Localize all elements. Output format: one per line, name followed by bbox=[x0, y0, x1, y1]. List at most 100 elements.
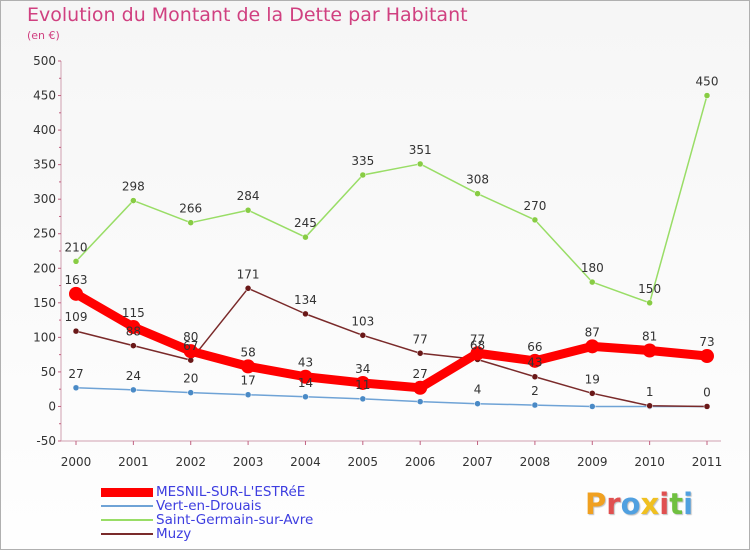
y-tick-label: -50 bbox=[36, 434, 56, 448]
data-label: 134 bbox=[294, 293, 317, 307]
data-point bbox=[531, 401, 539, 409]
logo-letter: x bbox=[640, 487, 660, 521]
data-point bbox=[126, 320, 141, 334]
logo-letter: i bbox=[659, 487, 670, 521]
data-label: 163 bbox=[65, 273, 88, 287]
series-line bbox=[75, 387, 707, 408]
data-label: 284 bbox=[237, 189, 260, 203]
series-line bbox=[75, 287, 708, 408]
data-point bbox=[359, 332, 367, 339]
data-point bbox=[69, 286, 83, 301]
x-tick-label: 2009 bbox=[577, 455, 608, 469]
data-point bbox=[187, 389, 194, 396]
data-label: 77 bbox=[470, 332, 485, 346]
y-tick-label: 300 bbox=[33, 192, 56, 206]
x-tick-label: 2000 bbox=[61, 455, 92, 469]
legend-swatch bbox=[101, 505, 153, 507]
chart-subtitle: (en €) bbox=[27, 29, 60, 42]
x-tick-label: 2001 bbox=[118, 455, 149, 469]
data-label: 245 bbox=[294, 216, 317, 230]
data-label: 103 bbox=[351, 314, 374, 328]
series-line bbox=[75, 95, 708, 304]
data-label: 27 bbox=[68, 367, 83, 381]
data-label: 266 bbox=[179, 202, 202, 216]
data-point bbox=[302, 233, 309, 241]
y-tick-label: 450 bbox=[33, 89, 56, 103]
data-point bbox=[244, 206, 252, 214]
x-tick-label: 2004 bbox=[290, 455, 321, 469]
series-2 bbox=[72, 92, 711, 307]
data-point bbox=[531, 373, 539, 380]
data-label: 34 bbox=[355, 362, 370, 376]
data-point bbox=[241, 359, 256, 374]
data-point bbox=[130, 197, 137, 204]
data-label: 210 bbox=[65, 240, 88, 254]
legend-label: MESNIL-SUR-L'ESTRéE bbox=[156, 484, 306, 500]
data-point bbox=[72, 258, 80, 265]
data-label: 68 bbox=[470, 338, 485, 352]
data-label: 2 bbox=[531, 384, 539, 398]
legend-swatch bbox=[101, 533, 153, 535]
data-label: 81 bbox=[642, 329, 657, 343]
data-point bbox=[130, 386, 137, 394]
data-label: 73 bbox=[699, 335, 714, 349]
data-label: 87 bbox=[585, 325, 600, 339]
x-tick-label: 2006 bbox=[405, 455, 436, 469]
data-point bbox=[531, 216, 539, 224]
data-point bbox=[72, 384, 80, 392]
data-label: 17 bbox=[240, 374, 255, 388]
data-point bbox=[585, 339, 600, 354]
data-label: 180 bbox=[581, 261, 604, 275]
logo-letter: P bbox=[585, 487, 607, 521]
y-tick-label: 50 bbox=[41, 365, 56, 379]
legend-label: Muzy bbox=[156, 526, 192, 542]
y-tick-label: 350 bbox=[33, 158, 56, 172]
y-tick-label: 500 bbox=[33, 54, 56, 68]
data-label: 80 bbox=[183, 330, 198, 344]
series-3 bbox=[72, 285, 711, 410]
x-tick-label: 2003 bbox=[233, 455, 264, 469]
series-0 bbox=[69, 286, 714, 395]
data-label: 335 bbox=[351, 154, 374, 168]
data-point bbox=[187, 219, 194, 226]
legend-label: Vert-en-Drouais bbox=[156, 498, 262, 514]
data-label: 24 bbox=[126, 369, 141, 383]
data-point bbox=[474, 190, 481, 197]
data-point bbox=[359, 171, 367, 179]
data-label: 109 bbox=[65, 310, 88, 324]
x-tick-label: 2005 bbox=[348, 455, 379, 469]
logo-letter: i bbox=[683, 487, 694, 521]
y-tick-label: 0 bbox=[48, 399, 56, 413]
data-label: 88 bbox=[126, 325, 141, 339]
data-label: 77 bbox=[413, 332, 428, 346]
y-tick-label: 150 bbox=[33, 296, 56, 310]
data-point bbox=[130, 342, 137, 349]
x-tick-label: 2011 bbox=[692, 455, 723, 469]
data-label: 66 bbox=[527, 340, 542, 354]
data-point bbox=[416, 350, 424, 357]
data-point bbox=[302, 310, 309, 318]
data-point bbox=[244, 285, 252, 292]
y-tick-label: 200 bbox=[33, 261, 56, 275]
data-label: 298 bbox=[122, 180, 145, 194]
y-tick-label: 100 bbox=[33, 330, 56, 344]
data-point bbox=[642, 343, 657, 358]
data-point bbox=[416, 398, 424, 405]
data-point bbox=[183, 344, 198, 359]
data-label: 115 bbox=[122, 306, 145, 320]
data-point bbox=[355, 375, 370, 390]
x-tick-label: 2007 bbox=[462, 455, 493, 469]
y-tick-label: 250 bbox=[33, 227, 56, 241]
data-point bbox=[646, 402, 653, 410]
data-label: 27 bbox=[413, 367, 428, 381]
data-label: 58 bbox=[240, 345, 255, 359]
data-point bbox=[700, 349, 714, 364]
data-point bbox=[527, 353, 542, 368]
x-tick-label: 2010 bbox=[634, 455, 665, 469]
logo-letter: o bbox=[620, 487, 641, 521]
data-label: 150 bbox=[638, 282, 661, 296]
data-point bbox=[470, 346, 485, 361]
data-label: 270 bbox=[523, 199, 546, 213]
